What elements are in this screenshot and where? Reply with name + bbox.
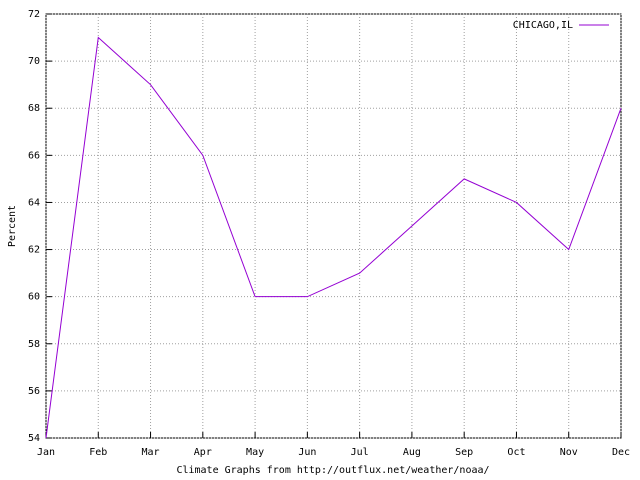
x-tick-label: Nov [560, 447, 578, 458]
x-tick-label: Dec [612, 447, 630, 458]
y-axis-label: Percent [7, 205, 18, 247]
y-tick-label: 66 [28, 150, 40, 161]
x-tick-label: Sep [455, 447, 473, 458]
y-tick-label: 62 [28, 245, 40, 256]
x-axis-label: Climate Graphs from http://outflux.net/w… [176, 465, 489, 476]
y-tick-label: 56 [28, 386, 40, 397]
x-tick-label: Jun [298, 447, 316, 458]
x-tick-label: Feb [89, 447, 107, 458]
line [45, 36, 622, 439]
x-tick-label: May [246, 447, 264, 458]
y-tick-label: 54 [28, 433, 40, 444]
y-tick-label: 70 [28, 56, 40, 67]
x-tick-label: Jan [37, 447, 55, 458]
y-tick-label: 64 [28, 197, 40, 208]
x-tick-label: Aug [403, 447, 421, 458]
x-tick-label: Mar [142, 447, 160, 458]
y-tick-label: 60 [28, 292, 40, 303]
x-tick-label: Jul [351, 447, 369, 458]
y-tick-label: 72 [28, 9, 40, 20]
y-tick-label: 68 [28, 103, 40, 114]
x-tick-label: Oct [507, 447, 525, 458]
y-tick-label: 58 [28, 339, 40, 350]
legend-label: CHICAGO,IL [513, 20, 573, 31]
plot-frame [45, 13, 622, 439]
x-tick-label: Apr [194, 447, 212, 458]
